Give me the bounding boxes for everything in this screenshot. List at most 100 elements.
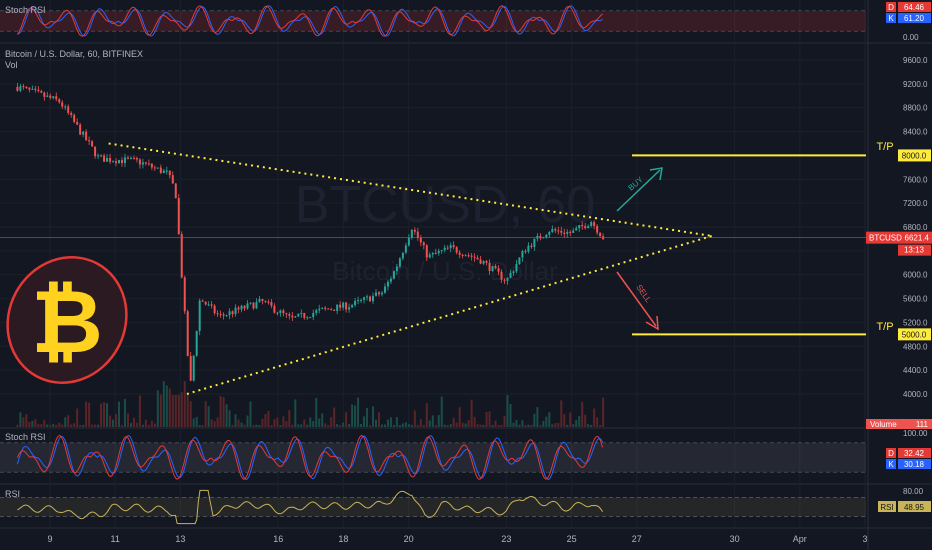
volume-bar: [171, 394, 174, 427]
take-profit-lower-label: T/P: [876, 321, 893, 333]
candle-body: [398, 258, 401, 267]
volume-bar: [336, 424, 339, 427]
candle-body: [530, 245, 533, 247]
volume-bar: [551, 424, 554, 427]
tp-upper-price-badge: [898, 149, 931, 162]
top-stoch-tick: 0.00: [903, 33, 919, 42]
tp-upper-price-value: 8000.0: [902, 151, 927, 160]
candle-body: [279, 310, 282, 313]
volume-bar: [452, 417, 455, 427]
candle-body: [267, 301, 270, 303]
candle-body: [330, 309, 333, 311]
volume-bar: [219, 396, 222, 427]
volume-bar: [237, 419, 240, 427]
volume-bar: [599, 424, 602, 427]
candle-body: [70, 112, 73, 115]
volume-bar: [100, 403, 103, 427]
candle-body: [165, 170, 168, 172]
drawings[interactable]: [108, 142, 866, 395]
candle-body: [333, 309, 336, 311]
volume-bar: [120, 424, 123, 427]
candle-body: [207, 304, 210, 306]
price-tick-label: 6800.0: [903, 223, 928, 232]
price-tick-label: 6000.0: [903, 271, 928, 280]
volume-bar: [419, 419, 422, 427]
volume-bar: [294, 399, 297, 427]
candle-body: [210, 304, 213, 306]
volume-bar: [300, 424, 303, 427]
volume-bar: [449, 424, 452, 427]
volume-bar: [386, 419, 389, 427]
volume-bar: [431, 415, 434, 427]
candle-body: [491, 266, 494, 271]
volume-bar: [132, 417, 135, 427]
volume-bar: [255, 424, 258, 427]
volume-bar: [366, 407, 369, 427]
bar-countdown-badge: [898, 244, 931, 256]
price-tick-label: 9200.0: [903, 80, 928, 89]
candle-body: [458, 252, 461, 255]
time-tick-label: 18: [338, 534, 348, 544]
price-tick-label: 7200.0: [903, 199, 928, 208]
candle-body: [363, 297, 366, 300]
volume-bar: [518, 424, 521, 427]
volume-bar: [144, 419, 147, 427]
volume-bar: [46, 424, 49, 427]
candle-body: [590, 222, 593, 227]
volume-bar: [228, 410, 231, 427]
volume-indicator-label: Vol: [5, 60, 18, 70]
indicator-band: [0, 10, 866, 32]
candle-body: [159, 167, 162, 173]
volume-badge-label: Volume: [870, 420, 897, 429]
candle-body: [494, 266, 497, 269]
volume-bar: [560, 400, 563, 427]
volume-bar: [198, 424, 201, 427]
candle-body: [88, 140, 91, 142]
volume-bar: [25, 414, 28, 427]
volume-bar: [428, 420, 431, 427]
price-axis[interactable]: 9600.0 9200.0 8800.0 8400.0 8000.0 7600.0 7200…: [903, 56, 928, 399]
candle-body: [524, 251, 527, 253]
candle-body: [79, 124, 82, 135]
candle-body: [255, 301, 258, 309]
volume-bar: [479, 424, 482, 427]
candle-body: [123, 157, 126, 164]
volume-bar: [22, 417, 25, 427]
volume-bar: [118, 401, 121, 427]
candle-body: [563, 232, 566, 235]
volume-bar: [97, 424, 100, 427]
candle-body: [198, 300, 201, 331]
buy-arrow-head: [649, 167, 663, 181]
candle-body: [222, 314, 225, 316]
volume-bar: [156, 390, 159, 427]
candle-body: [464, 255, 467, 257]
candle-body: [533, 238, 536, 247]
candle-body: [19, 86, 22, 91]
candle-body: [521, 251, 524, 258]
volume-bar: [360, 423, 363, 427]
candle-body: [452, 245, 455, 248]
candle-body: [419, 237, 422, 243]
time-axis[interactable]: 9 11 13 16 18 20 23 25 27 30 Apr 3: [47, 534, 867, 544]
candle-body: [515, 264, 518, 272]
volume-bar: [135, 422, 138, 427]
candle-body: [285, 313, 288, 315]
candle-body: [180, 234, 183, 278]
volume-badge: [866, 419, 932, 429]
candle-body: [410, 229, 413, 238]
candlesticks[interactable]: [0, 82, 866, 382]
volume-bar: [342, 422, 345, 427]
candle-body: [416, 231, 419, 238]
volume-bar: [123, 398, 126, 427]
volume-bar: [109, 415, 112, 427]
candle-body: [288, 314, 291, 316]
volume-bar: [177, 394, 180, 427]
candle-body: [129, 157, 132, 159]
volume-bar: [581, 401, 584, 427]
candle-body: [327, 308, 330, 310]
candle-body: [100, 155, 103, 157]
time-tick-label: 11: [111, 534, 120, 544]
candle-body: [153, 167, 156, 169]
volume-bar: [357, 397, 360, 427]
